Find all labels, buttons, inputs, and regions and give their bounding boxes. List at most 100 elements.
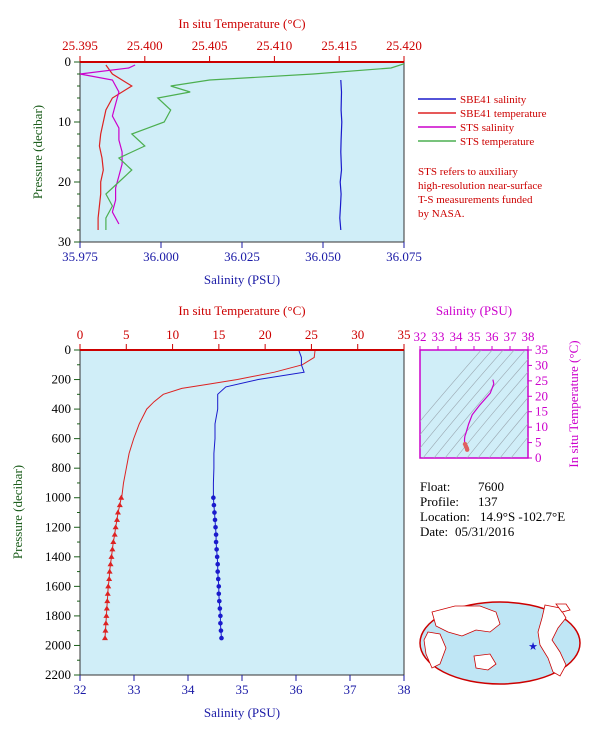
top-series-sbe-salinity: [339, 79, 343, 231]
ts-density-contour: [420, 350, 482, 422]
ts-density-contour: [510, 436, 528, 458]
salinity-marker: [213, 524, 218, 530]
ts-density-contour: [444, 358, 528, 458]
main-temp-tick-label: 20: [259, 327, 272, 342]
salinity-marker: [213, 539, 219, 545]
main-pressure-tick-label: 2000: [45, 637, 71, 652]
ts-temp-tick-label: 30: [535, 357, 548, 372]
ts-density-contour: [488, 410, 528, 458]
salinity-marker: [212, 510, 217, 515]
ts-temp-tick-label: 10: [535, 419, 548, 434]
top-pressure-tick-label: 30: [58, 234, 71, 249]
top-temp-tick-label: 25.420: [386, 38, 422, 53]
ts-chart-series: [462, 379, 495, 452]
temperature-marker: [101, 635, 108, 641]
top-temp-tick-label: 25.415: [321, 38, 357, 53]
main-chart-series: [101, 349, 316, 641]
main-temp-axis-label: In situ Temperature (°C): [178, 303, 305, 318]
ts-sal-tick-label: 36: [486, 329, 500, 344]
legend-label-sts-salinity: STS salinity: [460, 122, 515, 134]
main-pressure-tick-label: 200: [52, 372, 72, 387]
ts-density-contour: [477, 397, 528, 458]
temperature-marker: [116, 502, 123, 508]
main-pressure-axis-label: Pressure (decibar): [10, 465, 25, 559]
temperature-marker: [105, 583, 112, 589]
ts-profile-point: [464, 447, 470, 452]
main-pressure-tick-label: 1000: [45, 490, 71, 505]
salinity-marker: [215, 576, 221, 582]
sts-note-line-4: by NASA.: [418, 208, 465, 220]
ts-sal-tick-label: 32: [414, 329, 427, 344]
sts-note-line-2: high-resolution near-surface: [418, 180, 542, 192]
main-pressure-tick-label: 1800: [45, 608, 71, 623]
map-land-australia: [473, 653, 497, 671]
main-pressure-tick-label: 1600: [45, 578, 71, 593]
ts-density-contour: [420, 350, 493, 436]
main-pressure-tick-label: 1400: [45, 549, 71, 564]
main-temp-tick-label: 5: [123, 327, 130, 342]
ts-density-contours: [420, 350, 528, 458]
main-pressure-tick-label: 1200: [45, 519, 71, 534]
float-label: Float:: [420, 479, 450, 494]
legend: SBE41 salinity SBE41 temperature STS sal…: [418, 94, 547, 148]
salinity-marker: [213, 532, 219, 537]
temperature-marker: [110, 539, 117, 545]
ts-density-contour: [466, 384, 528, 458]
ts-temp-tick-label: 35: [535, 342, 548, 357]
top-chart-ticks: 25.395 25.400 25.405 25.410 25.415 25.420 35.9…: [58, 38, 422, 264]
salinity-marker: [214, 554, 220, 560]
ts-temp-tick-label: 15: [535, 404, 548, 419]
main-temp-tick-label: 15: [212, 327, 225, 342]
main-temp-tick-label: 30: [351, 327, 364, 342]
top-sal-tick-label: 36.025: [224, 249, 260, 264]
top-sal-tick-label: 36.050: [305, 249, 341, 264]
main-chart-plot-area: [79, 349, 405, 676]
temperature-marker: [104, 598, 111, 604]
salinity-marker: [218, 628, 224, 633]
top-pressure-tick-label: 10: [58, 114, 71, 129]
temperature-marker: [104, 590, 111, 596]
main-sal-tick-label: 34: [182, 682, 196, 697]
temperature-marker: [114, 509, 121, 515]
temperature-marker: [103, 612, 110, 618]
main-pressure-tick-label: 600: [52, 431, 72, 446]
top-series-sts-temperature: [105, 63, 405, 230]
main-sal-tick-label: 33: [128, 682, 141, 697]
top-pressure-axis-label: Pressure (decibar): [30, 105, 45, 199]
top-pressure-tick-label: 20: [58, 174, 71, 189]
main-sal-axis-label: Salinity (PSU): [204, 705, 280, 720]
float-location-star-icon: ★: [528, 641, 538, 653]
top-series-sbe-temperature: [97, 64, 133, 230]
top-sal-tick-label: 36.075: [386, 249, 422, 264]
temperature-marker: [106, 575, 113, 581]
top-chart-series: [79, 63, 405, 231]
date-value: 05/31/2016: [455, 524, 515, 539]
main-temp-tick-label: 25: [305, 327, 318, 342]
top-temp-tick-label: 25.405: [192, 38, 228, 53]
ts-density-contour: [422, 350, 515, 458]
salinity-marker: [212, 517, 218, 523]
temperature-marker: [111, 531, 118, 537]
top-temp-tick-label: 25.410: [257, 38, 293, 53]
ts-chart-plot-area: [419, 349, 529, 459]
salinity-marker: [217, 606, 223, 611]
ts-sal-axis-label: Salinity (PSU): [436, 303, 512, 318]
ts-temp-tick-label: 25: [535, 373, 548, 388]
main-temp-tick-label: 0: [77, 327, 84, 342]
ts-temp-tick-label: 0: [535, 450, 542, 465]
top-sal-tick-label: 35.975: [62, 249, 98, 264]
top-temp-tick-label: 25.400: [127, 38, 163, 53]
ts-sal-tick-label: 33: [432, 329, 445, 344]
world-map: ★: [419, 601, 581, 685]
main-sal-tick-label: 32: [74, 682, 87, 697]
float-value: 7600: [478, 479, 504, 494]
main-sal-tick-label: 36: [290, 682, 304, 697]
temperature-marker: [102, 627, 109, 633]
location-value: 14.9°S -102.7°E: [480, 509, 565, 524]
salinity-marker: [217, 598, 222, 604]
date-label: Date:: [420, 524, 448, 539]
ts-sal-tick-label: 38: [522, 329, 535, 344]
ts-temp-axis-label: In situ Temperature (°C): [566, 340, 581, 467]
